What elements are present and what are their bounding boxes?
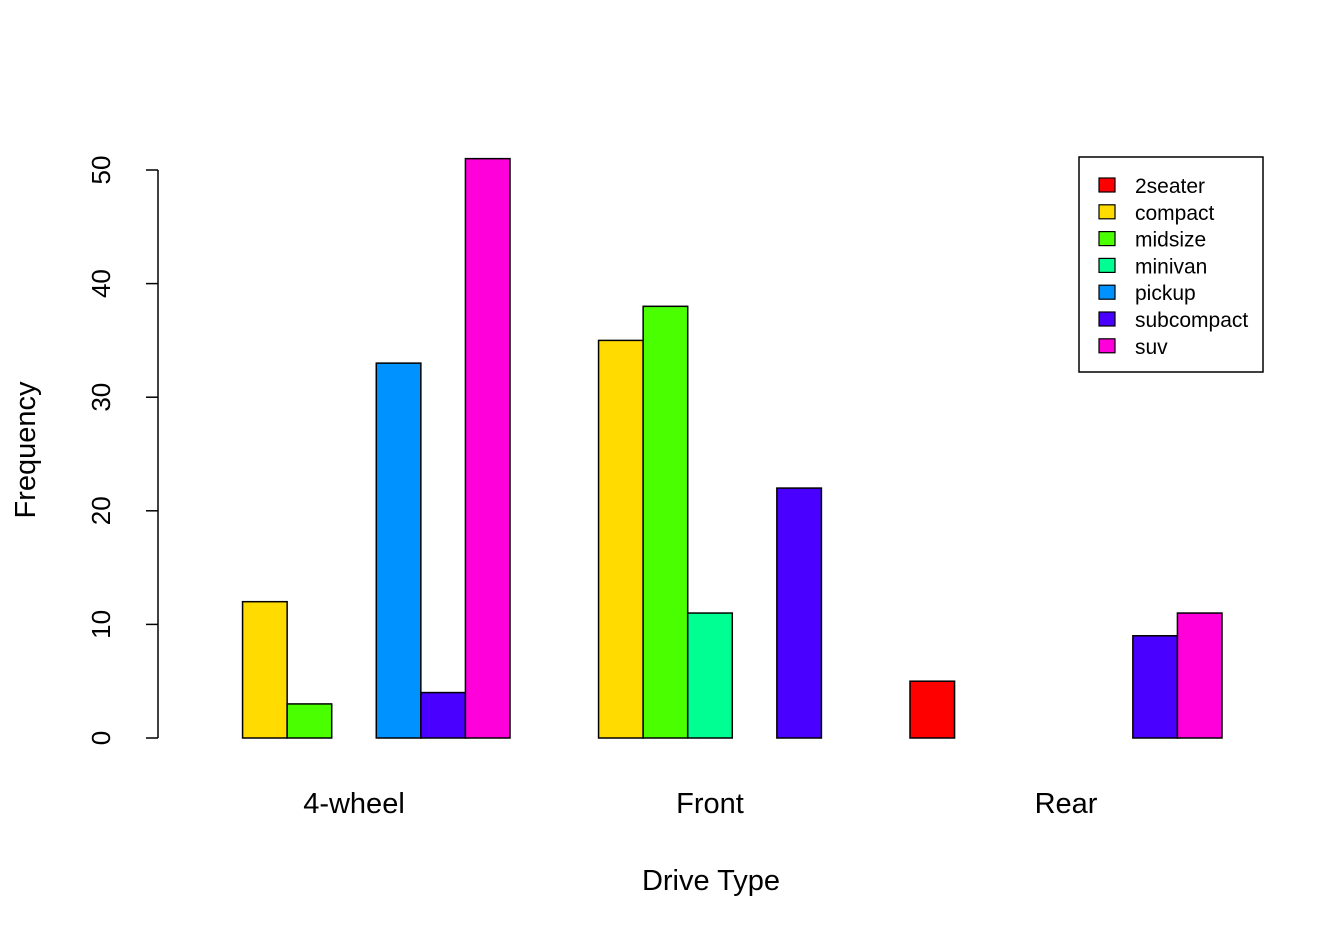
- legend-label: 2seater: [1135, 175, 1205, 198]
- bar-Rear-subcompact: [1132, 635, 1179, 739]
- bar-Front-minivan: [686, 612, 734, 739]
- legend-label: subcompact: [1135, 309, 1248, 332]
- legend-label: pickup: [1135, 282, 1196, 305]
- legend-label: minivan: [1135, 255, 1207, 278]
- bar-Rear-2seater: [909, 680, 956, 739]
- legend-label: suv: [1135, 336, 1168, 359]
- legend-box: [1078, 156, 1264, 373]
- x-axis-title: Drive Type: [642, 865, 780, 897]
- legend-swatch-2seater: [1098, 177, 1116, 193]
- legend-swatch-midsize: [1098, 231, 1116, 247]
- y-tick-label: 40: [86, 269, 116, 298]
- bar-4-wheel-midsize: [286, 703, 333, 739]
- x-axis-labels: 4-wheel Front Rear: [303, 788, 1098, 820]
- bar-Front-compact: [597, 339, 644, 739]
- x-tick-label: Front: [676, 788, 744, 820]
- bar-4-wheel-subcompact: [420, 691, 467, 739]
- y-axis-title: Frequency: [10, 381, 42, 519]
- bar-4-wheel-compact: [241, 600, 288, 739]
- bar-Front-subcompact: [776, 487, 823, 739]
- legend-swatch-minivan: [1098, 257, 1116, 273]
- y-tick-label: 20: [86, 496, 116, 525]
- bar-Rear-suv: [1176, 612, 1223, 739]
- y-axis: 0 10 20 30 40 50: [86, 156, 159, 745]
- x-tick-label: 4-wheel: [303, 788, 405, 820]
- x-tick-label: Rear: [1035, 788, 1098, 820]
- y-tick-label: 30: [86, 383, 116, 412]
- y-tick-label: 10: [86, 610, 116, 639]
- legend: 2seater compact midsize minivan pickup subcom…: [1078, 156, 1264, 373]
- legend-label: midsize: [1135, 229, 1206, 252]
- y-tick-label: 50: [86, 156, 116, 185]
- legend-swatch-pickup: [1098, 284, 1116, 300]
- bar-4-wheel-suv: [464, 157, 511, 739]
- bar-4-wheel-pickup: [375, 362, 422, 739]
- y-tick-label: 0: [86, 731, 116, 745]
- bar-Front-midsize: [642, 305, 689, 739]
- legend-label: compact: [1135, 202, 1215, 225]
- bars-layer: [241, 157, 1223, 739]
- legend-swatch-subcompact: [1098, 311, 1116, 327]
- legend-swatch-compact: [1098, 204, 1116, 220]
- legend-swatch-suv: [1098, 338, 1116, 354]
